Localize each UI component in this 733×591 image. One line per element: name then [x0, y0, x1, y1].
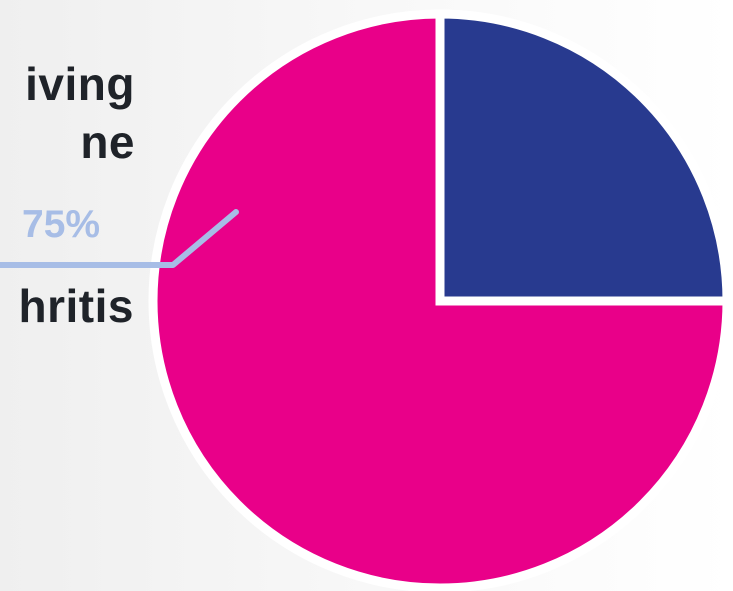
pie-slices — [148, 9, 732, 591]
pie-slice-1 — [435, 9, 732, 306]
side-text-line-2: ne — [80, 116, 135, 168]
side-text-line-1: iving — [25, 58, 135, 110]
leader-line — [0, 209, 239, 268]
percentage-label: 75% — [22, 203, 101, 246]
pie-slice-2 — [148, 9, 732, 591]
side-text-line-3: hritis — [18, 280, 134, 332]
